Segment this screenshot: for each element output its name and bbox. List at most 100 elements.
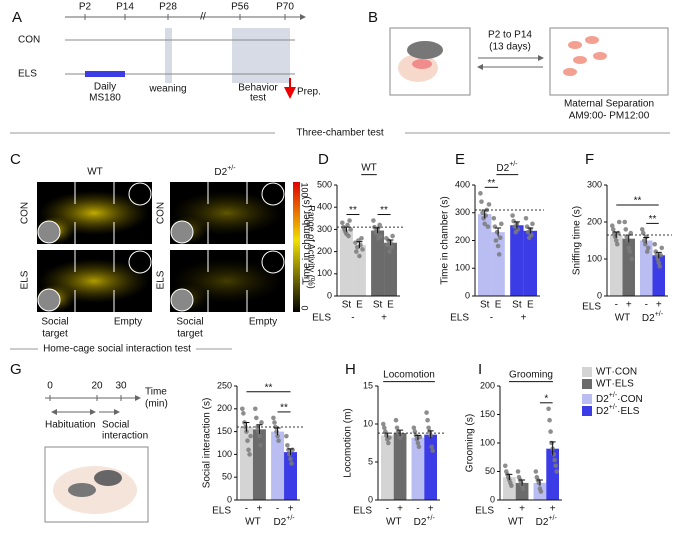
data-point (259, 420, 264, 425)
data-point (241, 411, 246, 416)
label: Habituation (45, 420, 96, 431)
data-point (641, 238, 647, 243)
data-point (429, 444, 434, 450)
data-point (515, 227, 521, 232)
error-bar (655, 251, 662, 259)
data-point (257, 433, 262, 439)
data-point (494, 229, 500, 235)
tick-label: P70 (276, 2, 294, 13)
bar (252, 429, 266, 500)
label: target (177, 329, 203, 340)
data-point (272, 420, 277, 425)
data-point (610, 227, 616, 232)
axes (336, 185, 400, 297)
cup (128, 250, 152, 274)
bar (240, 427, 253, 500)
data-point (658, 253, 664, 258)
x-tick-label: + (288, 504, 294, 515)
x-tick-label: - (508, 504, 511, 515)
group-label-base: D2 (536, 517, 549, 528)
group-label: D2+/- (536, 515, 558, 528)
caption: AM9:00- PM12:00 (569, 111, 650, 122)
data-point (275, 433, 280, 439)
error-bar (549, 441, 556, 456)
data-point (628, 230, 634, 236)
data-point (547, 417, 552, 423)
label: P2 to P14 (488, 30, 532, 41)
data-point (645, 245, 651, 251)
axes (499, 386, 562, 501)
y-tick-label: 0 (327, 290, 332, 300)
y-axis-label: Locomotion (m) (343, 408, 354, 477)
data-point (538, 489, 544, 494)
panel-label: D (318, 151, 329, 168)
data-point (371, 218, 376, 223)
data-point (502, 463, 508, 469)
label: Time (145, 387, 167, 398)
bar (510, 225, 524, 296)
data-point (510, 213, 515, 218)
y-tick-label: 100 (480, 437, 495, 447)
legend-label-base: D2 (596, 406, 609, 417)
bar (491, 232, 505, 296)
data-point (523, 216, 529, 221)
section-title: Three-chamber test (296, 128, 383, 139)
label: Social (41, 317, 68, 328)
bar (384, 242, 397, 296)
group-label: D2+/- (273, 515, 295, 528)
label: Behavior (238, 83, 278, 94)
pups (563, 36, 607, 76)
data-point (657, 264, 663, 269)
panel-label: G (10, 361, 22, 378)
behavior-shade (232, 28, 290, 83)
data-point (656, 260, 662, 266)
group-label: WT (245, 517, 261, 528)
significance-label: ** (649, 214, 657, 225)
colorbar (293, 182, 300, 312)
data-point (374, 231, 379, 237)
y-axis-label: Grooming (s) (465, 414, 476, 472)
data-point (425, 417, 430, 423)
data-point (288, 456, 293, 462)
x-tick-label: E (527, 300, 534, 311)
error-bar (356, 241, 363, 249)
label: Empty (249, 317, 277, 328)
mouse (407, 41, 443, 59)
data-point (627, 249, 633, 254)
panel-label: A (12, 9, 22, 26)
chart-title: D2+/- (496, 161, 518, 174)
y-tick-label: 5 (368, 456, 373, 466)
y-tick-label: 0 (368, 494, 373, 504)
legend-label: WT·CON (596, 367, 637, 378)
data-point (530, 221, 535, 227)
data-point (359, 235, 364, 241)
cup (37, 288, 61, 312)
legend-label-rest: ·ELS (617, 406, 640, 417)
data-point (289, 461, 294, 466)
data-point (354, 249, 359, 254)
data-point (426, 425, 431, 431)
data-point (479, 199, 484, 204)
data-point (509, 483, 514, 489)
axes (377, 386, 440, 501)
row-label: ELS (18, 69, 37, 80)
error-bar (274, 427, 281, 436)
legend (582, 367, 592, 416)
data-point (536, 480, 542, 486)
panel-label: B (368, 9, 378, 26)
data-point (520, 486, 526, 491)
data-point (274, 429, 279, 434)
x-tick-label: - (276, 504, 279, 515)
y-tick-label: 100 (587, 253, 602, 263)
x-tick-label: + (550, 504, 556, 515)
label: Empty (114, 317, 142, 328)
legend-swatch (582, 394, 592, 404)
row-label: ELS (450, 313, 469, 324)
data-point (394, 425, 400, 431)
data-point (416, 444, 422, 450)
y-tick-label: 150 (480, 409, 495, 419)
data-point (387, 249, 392, 254)
y-tick-label: 0 (465, 290, 470, 300)
tick-label: P28 (159, 2, 177, 13)
